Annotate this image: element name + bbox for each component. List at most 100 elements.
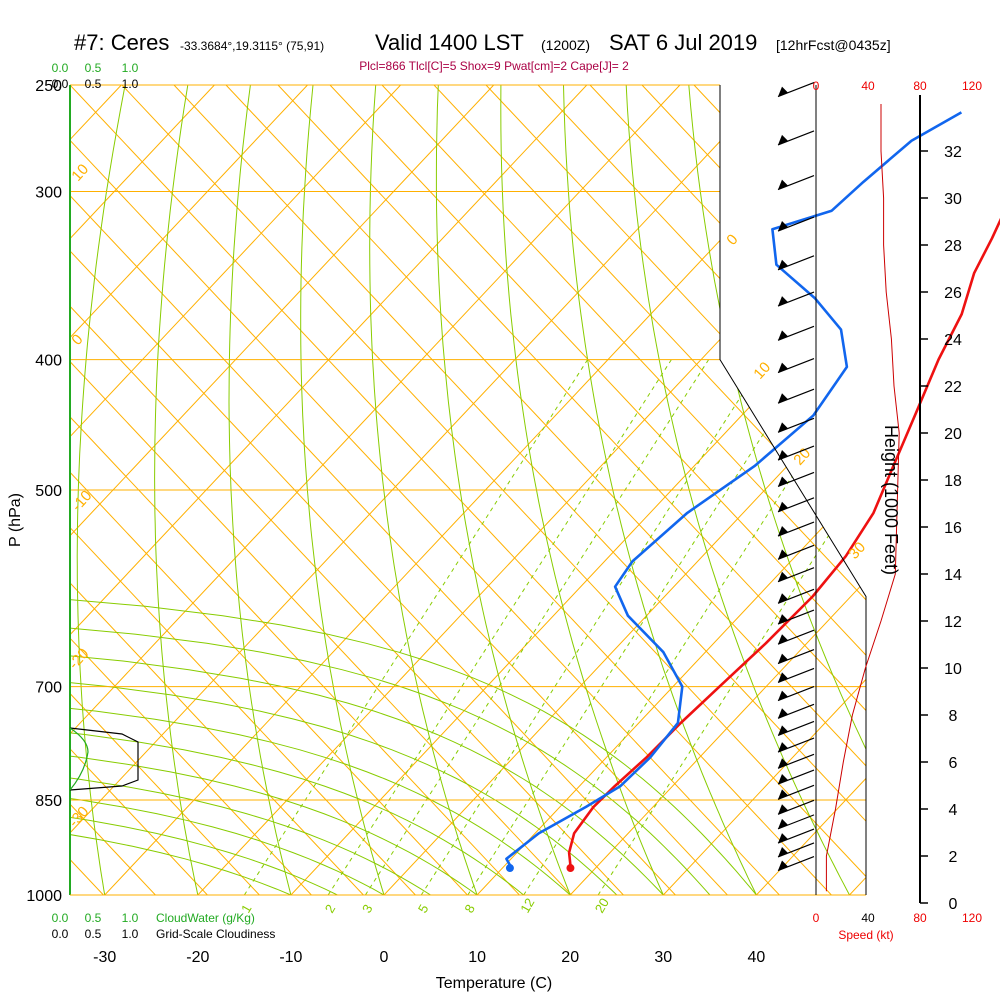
height-tick-label: 4 <box>949 802 958 819</box>
wind-barb <box>777 769 815 785</box>
wind-barb <box>777 544 815 560</box>
speed-top-tick: 120 <box>962 79 982 93</box>
pressure-axis-label: P (hPa) <box>7 493 24 547</box>
temperature-tick-label: -20 <box>186 949 209 966</box>
temperature-tick-label: 10 <box>468 949 486 966</box>
wind-barb-flag <box>778 296 788 307</box>
dry-adiabat-curve <box>435 85 571 895</box>
pressure-tick-label: 700 <box>35 680 62 697</box>
speed-bottom-tick: 120 <box>962 911 982 925</box>
moist-adiabat-curve <box>70 764 338 895</box>
temperature-tick-label: -30 <box>93 949 116 966</box>
pressure-tick-label: 300 <box>35 185 62 202</box>
speed-top-tick: 40 <box>861 79 875 93</box>
wind-barb-flag <box>778 549 788 560</box>
wind-barb <box>777 291 815 307</box>
wind-barb-flag <box>778 846 788 857</box>
isotherm-label: 10 <box>750 359 774 383</box>
wind-barb <box>777 784 815 800</box>
dry-adiabat-curve <box>369 85 478 895</box>
wind-barb-flag <box>778 672 788 683</box>
wind-barb <box>777 216 815 232</box>
wind-barb-flag <box>778 833 788 844</box>
wind-speed-profile <box>825 104 900 892</box>
pressure-lines <box>70 84 866 896</box>
wind-barb-flag <box>778 571 788 582</box>
wind-barb-flag <box>778 86 788 97</box>
wind-barb <box>777 497 815 513</box>
isotherm-line <box>70 85 215 895</box>
dry-adiabat-line <box>485 85 866 895</box>
moist-adiabat-curve <box>0 703 1000 895</box>
height-tick-label: 30 <box>944 191 962 208</box>
dry-adiabat-line <box>70 85 208 895</box>
station-title: #7: Ceres <box>74 30 169 55</box>
dewpoint-surface-dot <box>505 864 514 873</box>
cloudwater-bottom-tick: 0.5 <box>85 911 102 925</box>
moist-adiabat-lines <box>0 556 1000 895</box>
mixing-ratio-line <box>420 359 765 895</box>
wind-barb <box>777 388 815 404</box>
cloudwater-bottom-tick: 0.0 <box>52 911 69 925</box>
wind-barb <box>777 445 815 461</box>
mixing-ratio-label: 3 <box>359 902 376 916</box>
height-tick-label: 22 <box>944 379 962 396</box>
dry-adiabat-line <box>70 85 312 895</box>
isotherm-label: 0 <box>723 231 741 249</box>
wind-barb <box>777 814 815 830</box>
cloudiness-top-tick: 0.5 <box>85 77 102 91</box>
isotherm-line <box>0 85 28 895</box>
temperature-tick-label: 30 <box>654 949 672 966</box>
isotherm-line <box>70 85 308 895</box>
wind-barb-flag <box>778 634 788 645</box>
isotherm-label: -10 <box>68 487 95 514</box>
cloudwater-bottom-tick: 1.0 <box>122 911 139 925</box>
wind-barb-flag <box>778 393 788 404</box>
speed-bottom-tick: 80 <box>913 911 927 925</box>
cloudiness-top-tick: 0.0 <box>52 77 69 91</box>
height-tick-label: 32 <box>944 144 962 161</box>
wind-barb-flag <box>778 818 788 829</box>
temperature-surface-dot <box>566 864 575 873</box>
wind-barb <box>777 686 815 702</box>
cloudiness-bottom-tick: 1.0 <box>122 927 139 941</box>
dry-adiabat-curve <box>228 85 292 895</box>
height-tick-label: 20 <box>944 426 962 443</box>
wind-barb-flag <box>778 450 788 461</box>
wind-height-panel: 0246810121416182022242628303200404080801… <box>777 79 982 925</box>
cloudiness-top-tick: 1.0 <box>122 77 139 91</box>
dry-adiabat-curve <box>500 85 664 895</box>
wind-barb-flag <box>778 134 788 145</box>
wind-barb <box>777 649 815 665</box>
cloudiness-profile <box>69 727 139 791</box>
cloudiness-bottom-tick: 0.5 <box>85 927 102 941</box>
dry-adiabat-curve <box>563 85 757 895</box>
moist-adiabat-curve <box>70 586 711 895</box>
height-tick-label: 12 <box>944 614 962 631</box>
isotherm-label: 30 <box>845 539 869 563</box>
isotherm-label: 0 <box>68 331 86 349</box>
valid-zulu: (1200Z) <box>541 37 590 53</box>
wind-barb-flag <box>778 422 788 433</box>
wind-barb-flag <box>778 179 788 190</box>
pressure-tick-label: 500 <box>35 483 62 500</box>
wind-barb <box>777 82 815 98</box>
height-tick-label: 28 <box>944 238 962 255</box>
wind-barb-flag <box>778 804 788 815</box>
wind-barb <box>777 521 815 537</box>
cloudiness-bottom-tick: 0.0 <box>52 927 69 941</box>
height-tick-label: 2 <box>949 849 958 866</box>
wind-barb-flag <box>778 221 788 232</box>
wind-barb-flag <box>778 259 788 270</box>
height-tick-label: 14 <box>944 567 962 584</box>
mixing-ratio-label: 2 <box>322 902 339 916</box>
height-tick-label: 18 <box>944 473 962 490</box>
height-axis-label: Height (1000 Feet) <box>881 425 901 575</box>
wind-barb <box>777 703 815 719</box>
cloudwater-profile <box>69 727 89 791</box>
pressure-tick-label: 400 <box>35 353 62 370</box>
mixing-ratio-line <box>597 359 866 895</box>
isotherm-line <box>70 85 401 895</box>
